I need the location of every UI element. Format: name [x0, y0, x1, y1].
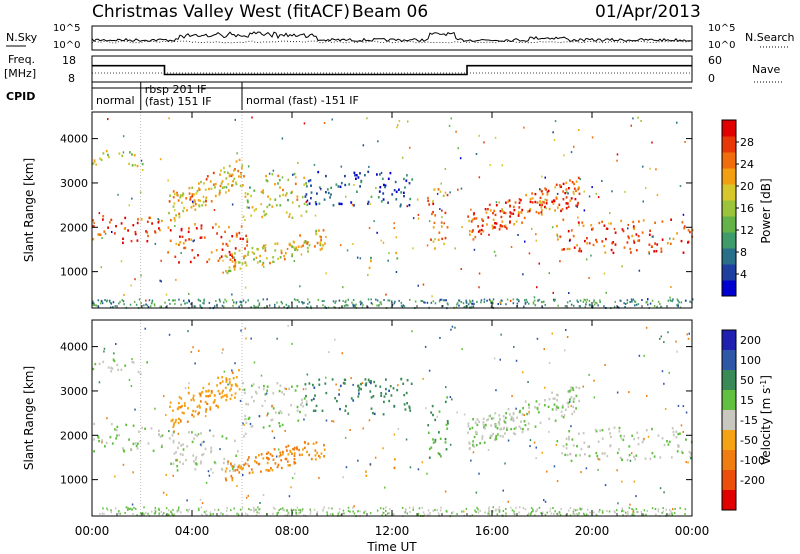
power-colorbar-cell: [722, 200, 736, 217]
power-colorbar-tick: 4: [740, 268, 747, 281]
power-colorbar-tick: 28: [740, 136, 754, 149]
cpid-segment-label: rbsp 201 IF: [145, 83, 207, 96]
velocity-colorbar-cell: [722, 390, 736, 411]
velocity-y-axis-label: Slant Range [km]: [22, 366, 36, 470]
noise-search-line: [91, 40, 693, 44]
noise-sky-line: [91, 31, 693, 43]
date-label: 01/Apr/2013: [595, 2, 701, 22]
power-colorbar-cell: [722, 264, 736, 281]
freq-right-tick-bottom: 0: [708, 72, 715, 85]
power-colorbar-tick: 8: [740, 246, 747, 259]
y-tick-label: 4000: [60, 341, 88, 354]
power-colorbar-tick: 24: [740, 158, 754, 171]
power-colorbar-cell: [722, 136, 736, 153]
x-tick-label: 00:00: [75, 524, 110, 538]
velocity-panel: 1000 2000 3000 4000 Slant Range [km] 200 100…: [22, 319, 774, 518]
velocity-colorbar-cell: [722, 330, 736, 351]
noise-right-label: N.Search: [745, 31, 795, 44]
velocity-colorbar-cell: [722, 450, 736, 471]
x-tick-label: 16:00: [475, 524, 510, 538]
y-tick-label: 1000: [60, 474, 88, 487]
power-colorbar-tick: 12: [740, 224, 754, 237]
velocity-y-ticks: 1000 2000 3000 4000: [60, 341, 692, 487]
power-colorbar-cell: [722, 216, 736, 233]
noise-right-tick-bottom: 10^0: [708, 40, 735, 51]
power-panel: 1000 2000 3000 4000 Slant Range [km] 28 24 20…: [22, 111, 773, 310]
power-colorbar: 28 24 20 16 12 8 4: [721, 119, 754, 297]
freq-left-tick-bottom: 8: [68, 72, 75, 85]
velocity-colorbar-cell: [722, 350, 736, 371]
freq-left-tick-top: 18: [62, 54, 76, 67]
y-tick-label: 1000: [60, 266, 88, 279]
x-tick-label: 20:00: [575, 524, 610, 538]
power-colorbar-tick: 16: [740, 202, 754, 215]
velocity-colorbar-cell: [722, 430, 736, 451]
power-colorbar-tick: 20: [740, 180, 754, 193]
time-axis-ticks: 00:00 04:00 08:00 12:00 16:00 20:00 00:00: [75, 112, 710, 538]
x-tick-label: 08:00: [275, 524, 310, 538]
power-colorbar-cell: [722, 248, 736, 265]
power-colorbar-cell: [722, 152, 736, 169]
velocity-colorbar-tick: 50: [740, 374, 754, 387]
velocity-echo-data: [92, 320, 693, 518]
velocity-panel-frame: [91, 319, 693, 517]
cpid-segment-label: normal (fast) -151 IF: [246, 94, 359, 107]
power-colorbar-cell: [722, 280, 736, 297]
power-colorbar-cell: [722, 120, 736, 137]
velocity-colorbar-cell: [722, 470, 736, 491]
noise-left-tick-bottom: 10^0: [53, 40, 80, 51]
freq-right-tick-top: 60: [708, 54, 722, 67]
noise-left-tick-top: 10^5: [53, 23, 80, 34]
power-colorbar-cell: [722, 184, 736, 201]
power-echo-data: [92, 112, 694, 310]
velocity-colorbar-tick: -50: [740, 434, 758, 447]
power-panel-frame: [91, 111, 693, 309]
cpid-label: CPID: [6, 90, 35, 103]
velocity-colorbar-cell: [722, 370, 736, 391]
y-tick-label: 2000: [60, 221, 88, 234]
cpid-segment-label-2: (fast) 151 IF: [145, 95, 212, 108]
cpid-segment-label: normal: [96, 94, 135, 107]
freq-line: [92, 64, 692, 76]
freq-label-1: Freq.: [8, 53, 35, 66]
noise-left-label: N.Sky: [6, 31, 38, 44]
velocity-colorbar-tick: 15: [740, 394, 754, 407]
velocity-colorbar-tick: -100: [740, 454, 765, 467]
time-axis-label: Time UT: [366, 540, 417, 554]
velocity-colorbar-tick: 100: [740, 354, 761, 367]
x-tick-label: 00:00: [675, 524, 710, 538]
y-tick-label: 2000: [60, 429, 88, 442]
velocity-colorbar-cell: [722, 490, 736, 511]
noise-right-tick-top: 10^5: [708, 23, 735, 34]
y-tick-label: 3000: [60, 177, 88, 190]
power-colorbar-cell: [722, 232, 736, 249]
freq-label-2: [MHz]: [4, 67, 36, 80]
velocity-colorbar-label: Velocity [m s-1]: [759, 375, 774, 465]
x-tick-label: 04:00: [175, 524, 210, 538]
velocity-colorbar: 200 100 50 15 -15 -50 -100 -200: [721, 329, 765, 511]
freq-panel-frame: [91, 55, 693, 83]
chart-title: Christmas Valley West (fitACF): [92, 2, 350, 22]
power-colorbar-cell: [722, 168, 736, 185]
power-y-axis-label: Slant Range [km]: [22, 158, 36, 262]
velocity-colorbar-cell: [722, 410, 736, 431]
y-tick-label: 3000: [60, 385, 88, 398]
velocity-colorbar-tick: -200: [740, 474, 765, 487]
noise-panel: N.Sky 10^5 10^0 10^5 10^0 N.Search: [6, 23, 795, 51]
beam-label: Beam 06: [352, 2, 428, 22]
nave-label: Nave: [752, 63, 780, 76]
frequency-panel: Freq. [MHz] 18 8 60 0 Nave: [4, 53, 782, 85]
cpid-segments: normal rbsp 201 IF(fast) 151 IF normal (fa…: [91, 82, 692, 110]
y-tick-label: 4000: [60, 133, 88, 146]
power-colorbar-label: Power [dB]: [759, 178, 773, 243]
noise-panel-frame: [91, 25, 693, 51]
x-tick-label: 12:00: [375, 524, 410, 538]
velocity-colorbar-tick: -15: [740, 414, 758, 427]
power-y-ticks: 1000 2000 3000 4000: [60, 133, 692, 279]
velocity-colorbar-tick: 200: [740, 334, 761, 347]
